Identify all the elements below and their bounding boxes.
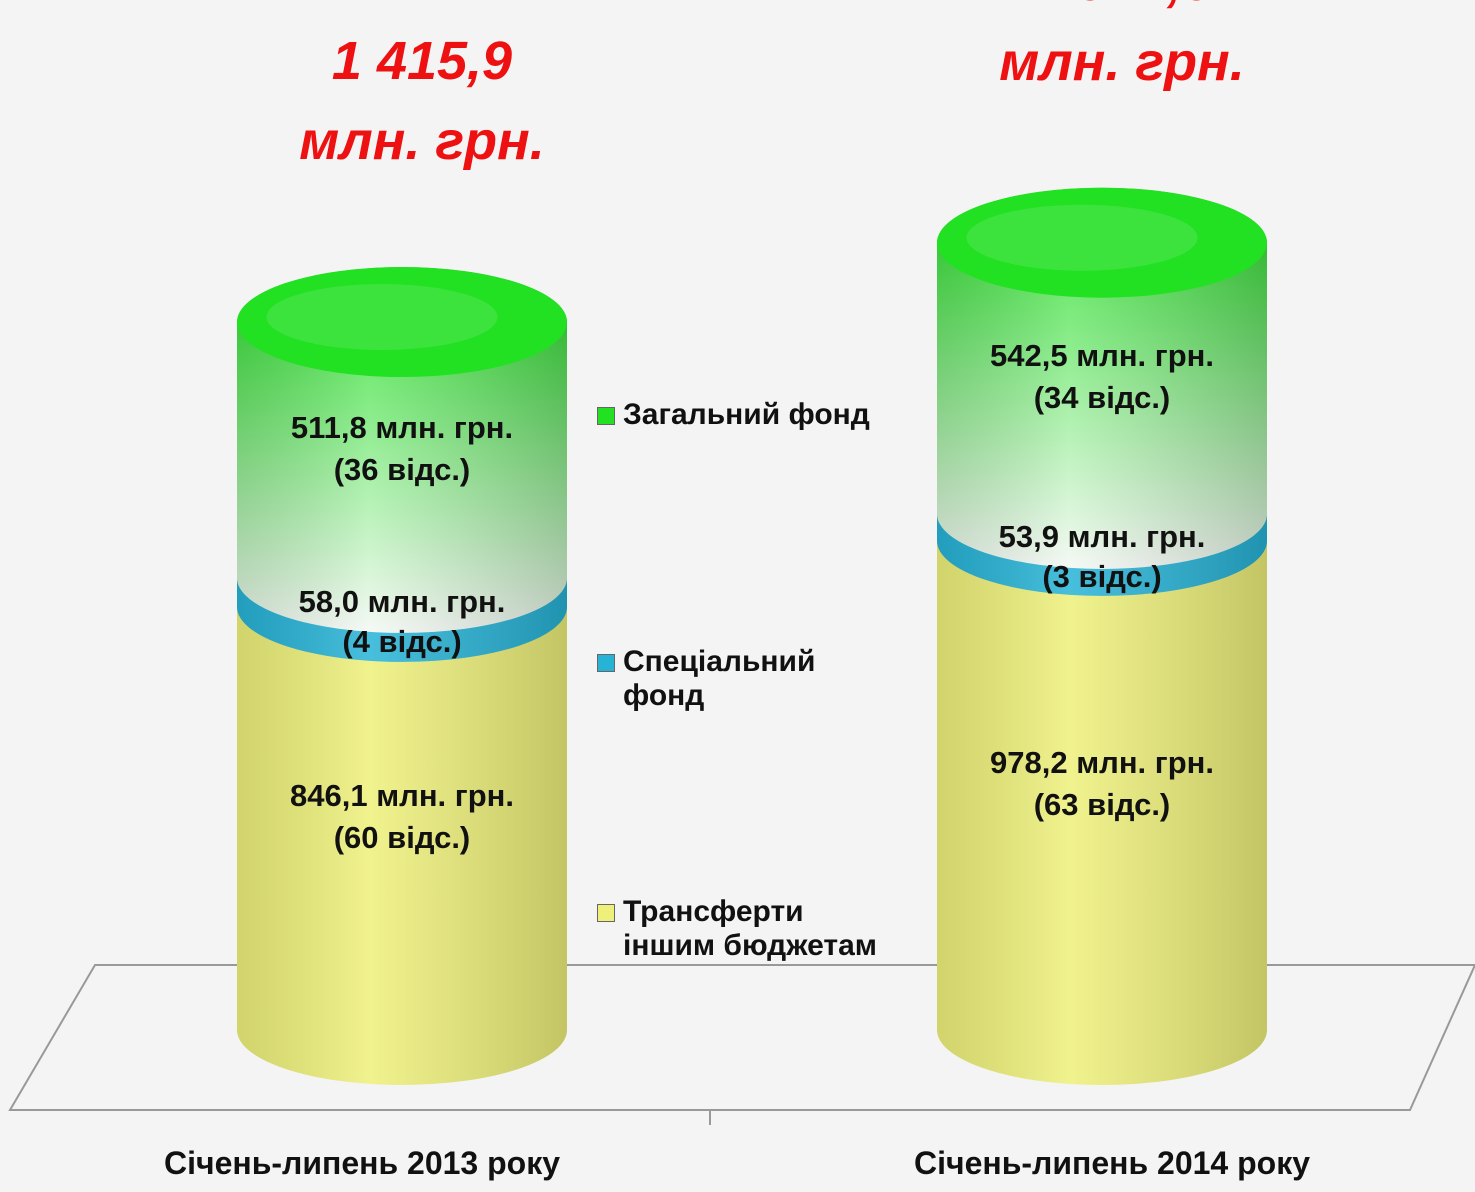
data-label: 542,5 млн. грн. (990, 338, 1214, 374)
total-unit: млн. грн. (999, 31, 1245, 92)
total-unit: млн. грн. (299, 111, 545, 172)
data-label: 846,1 млн. грн. (290, 778, 514, 814)
legend-text: Спеціальний фонд (623, 645, 816, 712)
legend-entry: Загальний фонд (597, 398, 897, 432)
legend-text: Загальний фонд (623, 398, 870, 431)
percent-label: (3 відс.) (1042, 559, 1162, 595)
percent-label: (4 відс.) (342, 624, 462, 660)
legend-entry: Трансферти іншим бюджетам (597, 895, 897, 963)
legend-swatch (597, 904, 615, 922)
cylinder-top-shine (266, 284, 498, 351)
data-label: 58,0 млн. грн. (298, 584, 506, 620)
percent-label: (36 відс.) (333, 452, 471, 487)
total-label: 1 574,6 (1032, 0, 1212, 21)
data-label: 978,2 млн. грн. (990, 745, 1214, 781)
x-tick-label: Січень-липень 2013 року (163, 1145, 561, 1181)
percent-label: (63 відс.) (1033, 787, 1171, 823)
data-label: 511,8 млн. грн. (290, 410, 514, 445)
percent-label: (34 відс.) (1033, 380, 1171, 416)
percent-label: (60 відс.) (333, 820, 471, 856)
cylinder-top-shine (966, 204, 1198, 271)
legend-text: Трансферти іншим бюджетам (623, 895, 877, 962)
segment-shade (237, 551, 567, 1085)
total-label: 1 415,9 (331, 31, 513, 92)
legend-swatch (597, 654, 615, 672)
legend-swatch (597, 407, 615, 425)
cylinder-top (937, 187, 1267, 298)
data-label: 53,9 млн. грн. (998, 519, 1206, 555)
x-tick-label: Січень-липень 2014 року (913, 1145, 1311, 1181)
cylinder-top (237, 267, 567, 378)
segment-shade (937, 485, 1267, 1085)
legend-entry: Спеціальний фонд (597, 645, 897, 713)
